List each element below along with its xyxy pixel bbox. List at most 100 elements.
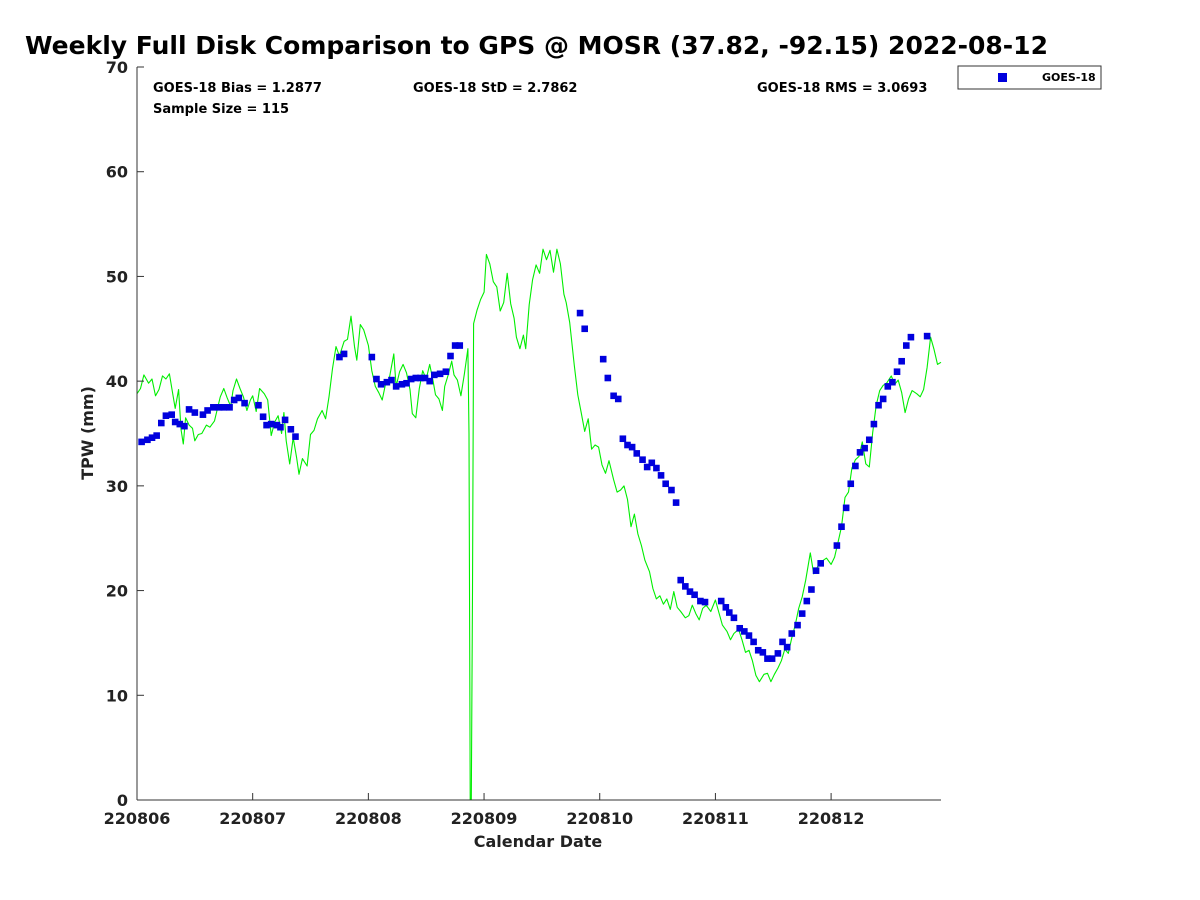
goes-18-point — [783, 643, 791, 651]
goes-18-point — [668, 486, 675, 494]
goes-18-point — [610, 392, 617, 400]
goes-18-point — [191, 409, 199, 416]
bias-stat: GOES-18 Bias = 1.2877 — [153, 81, 322, 96]
goes-18-point — [403, 379, 410, 387]
goes-18-point — [431, 371, 438, 379]
goes-18-point — [779, 638, 786, 646]
goes-18-point — [648, 459, 656, 467]
goes-18-point — [788, 630, 796, 637]
goes-18-point — [241, 399, 248, 407]
goes-18-point — [907, 333, 915, 341]
goes-18-point — [889, 378, 896, 386]
goes-18-point — [162, 412, 170, 419]
goes-18-point — [373, 375, 380, 383]
x-tick-label: 220808 — [335, 809, 402, 828]
axes — [136, 66, 941, 801]
goes-18-point — [677, 576, 685, 584]
y-tick-label: 20 — [106, 582, 128, 601]
goes-18-point — [624, 441, 631, 449]
y-tick-label: 50 — [106, 267, 128, 286]
goes-18-point — [745, 632, 753, 639]
goes-18-point — [171, 418, 179, 426]
legend-box — [957, 65, 1102, 90]
goes-18-point — [865, 436, 873, 444]
goes-18-point — [856, 449, 864, 456]
goes-18-series — [138, 309, 931, 662]
goes-18-point — [691, 591, 698, 599]
legend: GOES-18 — [957, 65, 1102, 90]
tick-labels: 0 10 20 30 40 50 60 70 220806 220807 220808 220809 2… — [104, 58, 865, 828]
goes-18-point — [287, 426, 295, 433]
goes-18-point — [176, 420, 184, 428]
goes-18-point — [388, 376, 395, 384]
goes-18-point — [336, 353, 343, 361]
goes-18-point — [377, 380, 385, 388]
goes-18-point — [340, 350, 348, 358]
y-axis-label: TPW (mm) — [78, 386, 97, 480]
y-tick-label: 70 — [106, 58, 128, 77]
x-tick-label: 220811 — [682, 809, 749, 828]
goes-18-point — [235, 394, 243, 402]
goes-18-point — [717, 597, 725, 605]
goes-18-point — [759, 649, 767, 656]
goes-18-point — [436, 370, 444, 378]
goes-18-point — [838, 523, 845, 530]
legend-marker-goes-18 — [998, 73, 1007, 82]
goes-18-point — [682, 583, 689, 590]
x-tick-label: 220806 — [104, 809, 171, 828]
goes-18-point — [879, 395, 887, 403]
goes-18-point — [412, 374, 420, 382]
goes-18-point — [861, 444, 868, 452]
goes-18-point — [730, 614, 738, 622]
goes-18-point — [662, 480, 669, 488]
y-tick-label: 0 — [117, 791, 128, 810]
goes-18-point — [884, 383, 892, 390]
goes-18-point — [614, 395, 622, 403]
goes-18-point — [383, 378, 391, 386]
goes-18-point — [808, 586, 815, 593]
goes-18-point — [157, 419, 165, 427]
goes-18-point — [426, 377, 433, 385]
goes-18-point — [803, 597, 811, 605]
goes-18-point — [442, 368, 450, 376]
goes-18-point — [185, 406, 193, 413]
goes-18-point — [199, 411, 207, 418]
goes-18-point — [725, 609, 733, 616]
goes-18-point — [259, 413, 267, 421]
goes-18-point — [144, 436, 151, 444]
goes-18-point — [604, 374, 612, 382]
goes-18-point — [852, 462, 859, 470]
y-tick-label: 60 — [106, 163, 128, 182]
goes-18-point — [447, 352, 454, 360]
goes-18-point — [923, 332, 931, 340]
goes-18-point — [267, 420, 275, 428]
goes-18-point — [398, 380, 406, 388]
goes-18-point — [168, 411, 176, 418]
goes-18-point — [633, 450, 641, 457]
goes-18-point — [407, 375, 415, 383]
goes-18-point — [576, 309, 584, 317]
goes-18-point — [672, 499, 680, 506]
goes-18-point — [774, 650, 782, 657]
goes-18-point — [722, 604, 730, 611]
x-tick-label: 220809 — [451, 809, 518, 828]
goes-18-point — [628, 443, 636, 451]
goes-18-point — [421, 374, 429, 382]
goes-18-point — [273, 421, 281, 429]
x-tick-label: 220812 — [798, 809, 865, 828]
goes-18-point — [263, 421, 270, 429]
goes-18-point — [893, 368, 901, 376]
goes-18-point — [653, 464, 660, 472]
goes-18-point — [750, 638, 757, 646]
sample-size-stat: Sample Size = 115 — [153, 102, 289, 117]
goes-18-point — [456, 342, 464, 349]
goes-18-point — [281, 416, 289, 424]
goes-18-point — [741, 628, 748, 635]
goes-18-point — [686, 588, 694, 595]
goes-18-point — [230, 396, 238, 404]
goes-18-point — [215, 404, 223, 411]
goes-18-point — [599, 355, 607, 363]
y-tick-label: 10 — [106, 686, 128, 705]
goes-18-point — [619, 435, 627, 443]
